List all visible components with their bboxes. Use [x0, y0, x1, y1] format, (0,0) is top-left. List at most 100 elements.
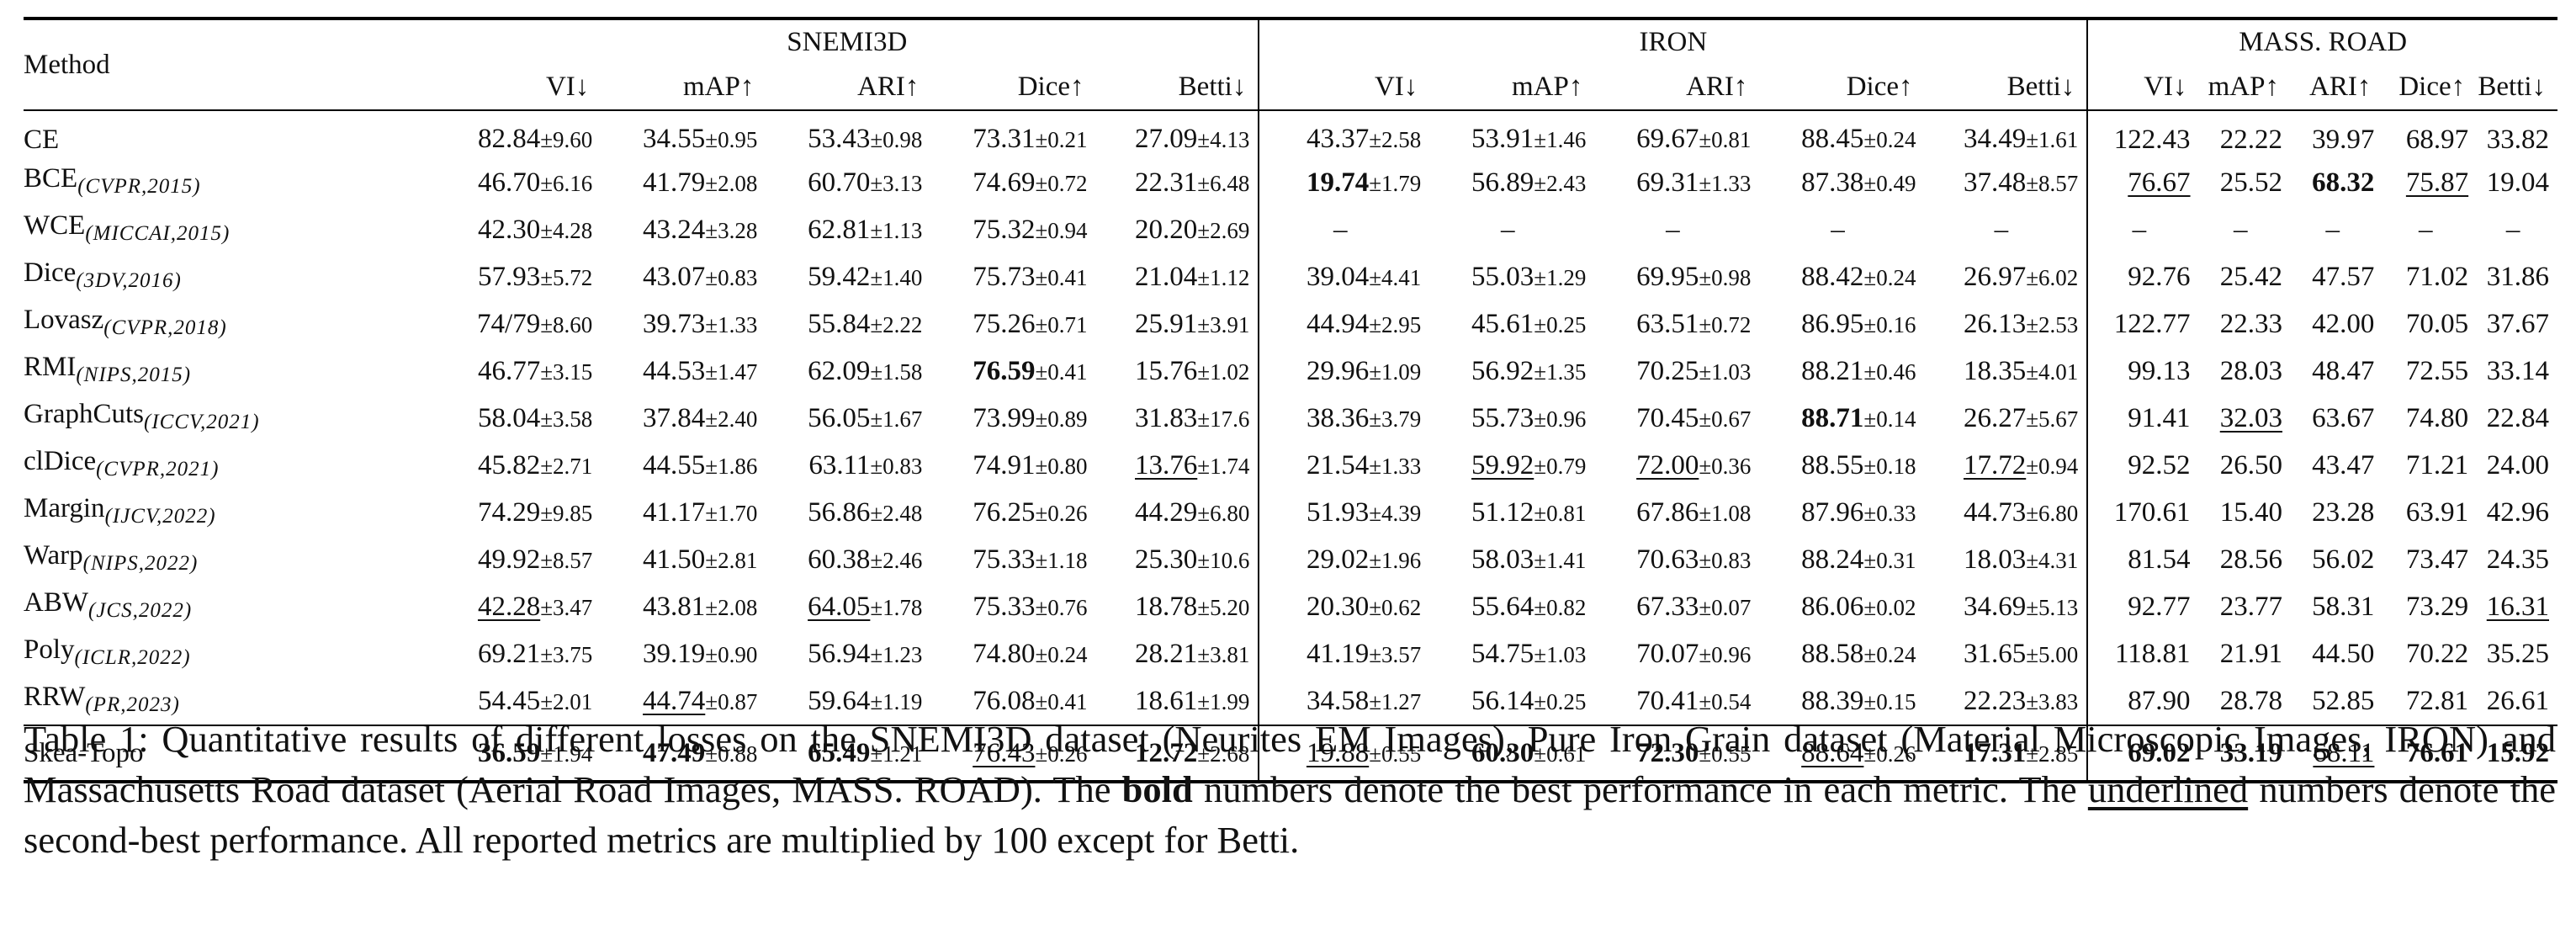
value-cell: 56.14±0.25 [1429, 677, 1594, 725]
value-cell: 56.02 [2291, 536, 2383, 583]
value-cell: 43.07±0.83 [601, 253, 766, 300]
value-std: ±1.02 [1197, 358, 1250, 385]
value-number: 81.54 [2128, 544, 2191, 575]
results-table: Method SNEMI3D IRON MASS. ROAD VI↓ mAP↑ AR… [24, 17, 2557, 783]
value-number: 118.81 [2115, 639, 2191, 669]
value-number: 72.30 [1636, 737, 1699, 768]
value-cell: 18.03±4.31 [1925, 536, 2088, 583]
value-number: 63.11 [808, 449, 871, 480]
value-number: 24.00 [2486, 450, 2549, 480]
value-cell: 26.50 [2199, 442, 2291, 489]
value-cell: 54.75±1.03 [1429, 630, 1594, 677]
value-cell: 58.31 [2291, 583, 2383, 630]
value-cell: 75.33±1.18 [930, 536, 1095, 583]
value-std: ±8.60 [540, 311, 593, 337]
value-cell: 17.72±0.94 [1925, 442, 2088, 489]
value-number: 22.22 [2219, 124, 2282, 155]
value-number: – [2132, 215, 2147, 245]
method-name-cell: RRW(PR,2023) [24, 677, 436, 725]
value-number: 74.29 [477, 496, 541, 528]
value-std: ±8.57 [540, 547, 593, 573]
value-cell: 56.89±2.43 [1429, 159, 1594, 206]
value-std: ±2.85 [2026, 741, 2079, 767]
value-number: 88.21 [1801, 355, 1864, 386]
value-cell: 70.22 [2383, 630, 2477, 677]
value-cell: 18.35±4.01 [1925, 348, 2088, 395]
value-std: ±0.18 [1863, 453, 1916, 479]
value-number: 15.40 [2219, 497, 2282, 528]
method-venue: (ICCV,2021) [144, 411, 260, 433]
value-number: 31.86 [2486, 262, 2549, 292]
value-number: 19.04 [2486, 167, 2549, 198]
value-cell: 99.13 [2086, 348, 2199, 395]
value-cell: 19.74±1.79 [1258, 159, 1430, 206]
value-number: 44.53 [643, 355, 706, 386]
value-std: ±6.80 [2026, 500, 2079, 526]
method-venue: (3DV,2016) [76, 269, 182, 292]
table-group-header-row: Method SNEMI3D IRON MASS. ROAD [24, 19, 2557, 80]
value-cell: 29.02±1.96 [1258, 536, 1430, 583]
value-number: 48.47 [2312, 356, 2375, 386]
value-cell: 34.69±5.13 [1925, 583, 2088, 630]
value-std: ±3.57 [1369, 641, 1422, 667]
value-number: – [1831, 215, 1845, 245]
value-number: 26.50 [2219, 450, 2282, 480]
value-cell: 118.81 [2086, 630, 2199, 677]
value-number: 20.20 [1135, 214, 1198, 245]
value-cell: 53.43±0.98 [766, 110, 930, 159]
value-cell: 41.17±1.70 [601, 489, 766, 536]
value-std: ±0.76 [1035, 594, 1088, 620]
caption-underlined-word: underlined [2087, 768, 2249, 810]
value-cell: 44.73±6.80 [1925, 489, 2088, 536]
table-row: clDice(CVPR,2021) 45.82±2.71 44.55±1.86 63.… [24, 442, 2557, 489]
value-cell: 21.54±1.33 [1258, 442, 1430, 489]
value-cell: 27.09±4.13 [1096, 110, 1259, 159]
value-cell: 72.30±0.55 [1594, 725, 1760, 783]
value-std: ±9.85 [540, 500, 593, 526]
table-row: Warp(NIPS,2022) 49.92±8.57 41.50±2.81 60.38… [24, 536, 2557, 583]
method-name-cell: CE [24, 110, 436, 159]
value-std: ±0.24 [1863, 641, 1916, 667]
value-cell: 44.94±2.95 [1258, 300, 1430, 348]
value-number: 43.81 [643, 591, 706, 622]
value-number: 76.67 [2128, 167, 2191, 198]
value-number: 28.78 [2219, 686, 2282, 716]
value-std: ±1.70 [705, 500, 758, 526]
value-number: 60.70 [808, 167, 871, 198]
metric-header: mAP↑ [683, 72, 755, 102]
value-number: 92.52 [2128, 450, 2191, 480]
value-std: ±3.79 [1369, 406, 1422, 432]
value-number: 16.31 [2486, 592, 2549, 622]
value-std: ±0.89 [1035, 406, 1088, 432]
value-number: 35.25 [2486, 639, 2549, 669]
table-row: Skea-Topo 36.59±1.94 47.49±0.88 65.49±1.21 7… [24, 725, 2557, 783]
value-cell: 72.81 [2383, 677, 2477, 725]
value-std: ±1.94 [540, 741, 593, 767]
value-cell: 73.29 [2383, 583, 2477, 630]
value-cell: 26.13±2.53 [1925, 300, 2088, 348]
value-cell: 25.30±10.6 [1096, 536, 1259, 583]
value-number: 67.86 [1636, 496, 1699, 528]
value-std: ±4.39 [1369, 500, 1422, 526]
group-header-iron: IRON [1258, 19, 2088, 64]
value-number: – [1501, 215, 1515, 245]
value-cell: 15.40 [2199, 489, 2291, 536]
value-number: 73.29 [2405, 592, 2469, 622]
value-std: ±3.81 [1197, 641, 1250, 667]
value-cell: 32.03 [2199, 395, 2291, 442]
value-number: 88.42 [1801, 261, 1864, 292]
value-number: 22.23 [1963, 685, 2027, 716]
value-cell: 88.71±0.14 [1759, 395, 1924, 442]
value-number: 91.41 [2128, 403, 2191, 433]
value-std: ±1.33 [1699, 170, 1752, 196]
method-name-cell: WCE(MICCAI,2015) [24, 206, 436, 253]
method-name-cell: Warp(NIPS,2022) [24, 536, 436, 583]
value-cell: 88.64±0.26 [1759, 725, 1925, 783]
value-number: 19.74 [1306, 167, 1370, 198]
value-number: 71.21 [2405, 450, 2469, 480]
value-number: 92.77 [2128, 592, 2191, 622]
method-name: ABW [24, 587, 88, 618]
value-number: 44.73 [1963, 496, 2027, 528]
value-cell: 92.52 [2086, 442, 2199, 489]
value-number: 76.43 [973, 737, 1036, 768]
